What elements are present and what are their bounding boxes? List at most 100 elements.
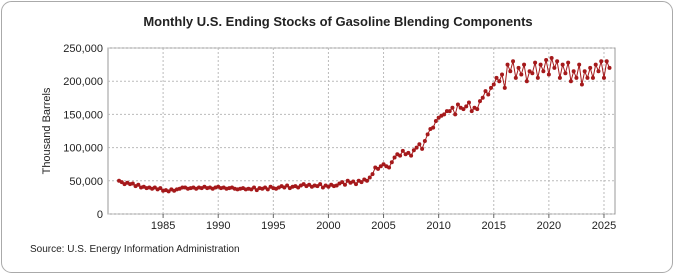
data-point [494,75,499,80]
data-point [285,183,290,188]
data-point [365,178,370,183]
data-point [593,62,598,67]
x-tick-label: 2025 [592,220,616,232]
data-point [389,160,394,165]
data-point [533,60,538,65]
data-point [158,186,163,191]
y-tick-label: 250,000 [63,43,103,55]
y-tick-label: 200,000 [63,76,103,88]
chart-title: Monthly U.S. Ending Stocks of Gasoline B… [143,14,532,29]
data-point [433,119,438,124]
data-point [607,65,612,70]
data-point [414,145,419,150]
data-point [444,109,449,114]
data-point [152,185,157,190]
data-point [265,187,270,192]
data-point [461,107,466,112]
data-point [555,59,560,64]
data-point [585,75,590,80]
data-point [450,105,455,110]
data-point [307,182,312,187]
data-point [480,95,485,100]
data-point [491,82,496,87]
data-point [566,60,571,65]
y-tick-label: 50,000 [69,176,103,188]
data-point [130,181,135,186]
data-point [282,185,287,190]
data-point [546,72,551,77]
data-point [406,150,411,155]
data-point [453,112,458,117]
x-tick-label: 1985 [151,220,175,232]
data-point [326,184,331,189]
data-point [549,55,554,60]
data-point [513,75,518,80]
data-point [511,59,516,64]
y-tick-label: 100,000 [63,143,103,155]
data-point [252,185,257,190]
data-point [378,164,383,169]
data-point [527,69,532,74]
data-point [398,153,403,158]
data-point [367,175,372,180]
x-tick-label: 1995 [261,220,285,232]
data-point [351,179,356,184]
x-tick-label: 2010 [426,220,450,232]
data-point [599,59,604,64]
data-point [601,75,606,80]
x-tick-label: 1990 [206,220,230,232]
data-point [557,75,562,80]
data-point [596,69,601,74]
data-point [552,65,557,70]
data-point [455,102,460,107]
data-point [497,79,502,84]
data-point [431,125,436,130]
data-point [436,115,441,120]
data-point [500,72,505,77]
data-point [392,155,397,160]
data-point [477,99,482,104]
data-point [417,142,422,147]
data-point [577,62,582,67]
data-point [538,62,543,67]
data-point [590,75,595,80]
data-point [486,92,491,97]
data-point [263,185,268,190]
data-point [318,182,323,187]
data-point [442,112,447,117]
data-point [579,82,584,87]
data-point [469,109,474,114]
data-point [342,182,347,187]
data-point [544,57,549,62]
data-point [447,109,452,114]
data-point [166,189,171,194]
y-axis-label: Thousand Barrels [41,87,53,174]
data-point [409,153,414,158]
data-point [296,185,301,190]
data-point [582,69,587,74]
x-tick-label: 2005 [371,220,395,232]
data-point [464,104,469,109]
data-point [574,75,579,80]
data-point [524,79,529,84]
data-point [425,132,430,137]
data-point [254,188,259,193]
data-point [571,69,576,74]
data-point [604,59,609,64]
x-tick-label: 2015 [482,220,506,232]
data-point [502,85,507,90]
x-tick-label: 2020 [537,220,561,232]
data-point [387,165,392,170]
data-point [522,62,527,67]
data-point [505,62,510,67]
data-point [180,185,185,190]
data-point [249,187,254,192]
data-point [119,180,124,185]
data-point [400,148,405,153]
data-point [411,148,416,153]
data-point [340,180,345,185]
data-point [370,172,375,177]
source: Source: U.S. Energy Information Administ… [30,244,240,255]
data-point [483,89,488,94]
